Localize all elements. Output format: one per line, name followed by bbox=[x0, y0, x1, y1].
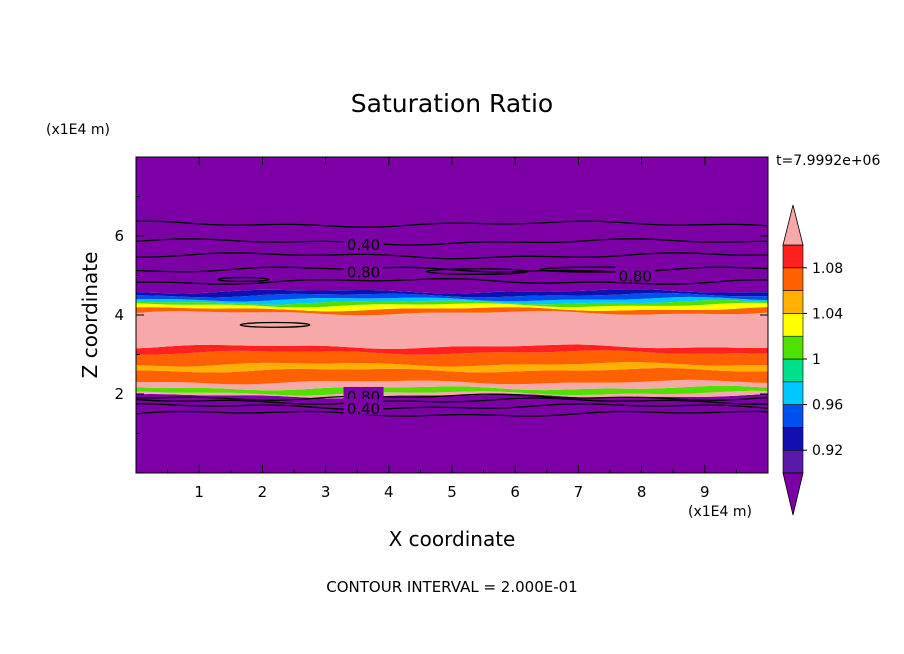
y-tick-label: 2 bbox=[114, 385, 124, 403]
contour-label: 0.80 bbox=[347, 264, 380, 282]
contour-lines bbox=[135, 220, 769, 417]
x-tick-label: 6 bbox=[510, 483, 520, 501]
x-tick-label: 7 bbox=[574, 483, 584, 501]
x-tick-label: 2 bbox=[258, 483, 268, 501]
contour-label-background bbox=[615, 266, 656, 283]
color-band bbox=[136, 379, 768, 391]
contour-line bbox=[136, 403, 769, 411]
colorbar-swatch bbox=[782, 267, 804, 291]
contour-labels: 0.400.80 0.800.800.40 bbox=[343, 234, 656, 418]
y-tick-label: 4 bbox=[114, 306, 124, 324]
contour-loop bbox=[426, 268, 529, 275]
y-unit-label: (x1E4 m) bbox=[46, 122, 110, 138]
colorbar-over-triangle bbox=[782, 204, 804, 246]
contour-loop bbox=[217, 276, 270, 283]
colorbar-swatch bbox=[782, 313, 804, 337]
contour-label: 0.80 bbox=[619, 268, 652, 286]
color-band bbox=[136, 289, 768, 298]
contour-label: 0.40 bbox=[347, 236, 380, 254]
color-band bbox=[136, 307, 768, 316]
contour-label-background bbox=[343, 262, 384, 279]
contour-label-background bbox=[343, 234, 384, 251]
contour-line bbox=[135, 278, 768, 285]
color-band bbox=[136, 157, 768, 294]
color-band bbox=[136, 311, 768, 349]
color-band bbox=[136, 296, 768, 305]
x-tick-label: 5 bbox=[447, 483, 457, 501]
colorbar-label: 1.04 bbox=[812, 306, 843, 322]
contour-line bbox=[135, 220, 769, 228]
x-tick-label: 8 bbox=[637, 483, 647, 501]
colorbar-swatch bbox=[782, 381, 804, 405]
contour-label-background bbox=[343, 398, 384, 415]
contour-label: 0.40 bbox=[347, 400, 380, 418]
color-bands bbox=[136, 157, 768, 473]
colorbar-swatch bbox=[782, 244, 804, 269]
y-axis-title: Z coordinate bbox=[78, 252, 102, 379]
x-tick-label: 9 bbox=[700, 483, 710, 501]
color-band bbox=[136, 385, 768, 396]
time-label: t=7.9992e+06 bbox=[776, 153, 880, 169]
color-band bbox=[136, 390, 768, 399]
x-tick-label: 1 bbox=[194, 483, 204, 501]
color-band bbox=[136, 368, 768, 385]
color-band bbox=[136, 362, 768, 373]
colorbar-swatch bbox=[782, 290, 804, 314]
color-band bbox=[136, 302, 768, 312]
colorbar-swatch bbox=[782, 404, 804, 428]
y-axis-ticks: 2 4 6 bbox=[114, 196, 768, 434]
colorbar-label: 1.08 bbox=[812, 261, 843, 277]
colorbar-under-triangle bbox=[782, 472, 804, 516]
colorbar-swatch bbox=[782, 449, 804, 474]
contour-line bbox=[135, 397, 769, 405]
colorbar-label: 0.92 bbox=[812, 443, 843, 459]
color-band bbox=[136, 300, 768, 308]
color-band bbox=[136, 292, 768, 302]
contour-line bbox=[136, 393, 769, 401]
x-tick-label: 4 bbox=[384, 483, 394, 501]
contour-interval-label: CONTOUR INTERVAL = 2.000E-01 bbox=[326, 578, 577, 596]
colorbar-swatch bbox=[782, 427, 804, 451]
x-tick-label: 3 bbox=[321, 483, 331, 501]
colorbar: 1.08 1.04 1 0.96 0.92 bbox=[782, 204, 843, 516]
color-band bbox=[136, 393, 768, 473]
colorbar-swatch bbox=[782, 358, 804, 383]
color-band bbox=[136, 344, 768, 355]
x-unit-label: (x1E4 m) bbox=[688, 504, 752, 520]
contour-line bbox=[136, 252, 769, 260]
colorbar-label: 0.96 bbox=[812, 398, 843, 414]
y-tick-label: 6 bbox=[114, 227, 124, 245]
contour-loop bbox=[239, 321, 311, 328]
colorbar-swatch bbox=[782, 335, 804, 360]
contour-line bbox=[135, 410, 769, 417]
chart-title: Saturation Ratio bbox=[351, 89, 553, 118]
colorbar-label: 1 bbox=[812, 352, 821, 368]
x-axis-title: X coordinate bbox=[389, 527, 516, 551]
color-band bbox=[136, 350, 768, 367]
x-axis-ticks: 1 2 3 4 5 6 7 8 9 bbox=[167, 157, 737, 501]
contour-line bbox=[135, 238, 768, 246]
